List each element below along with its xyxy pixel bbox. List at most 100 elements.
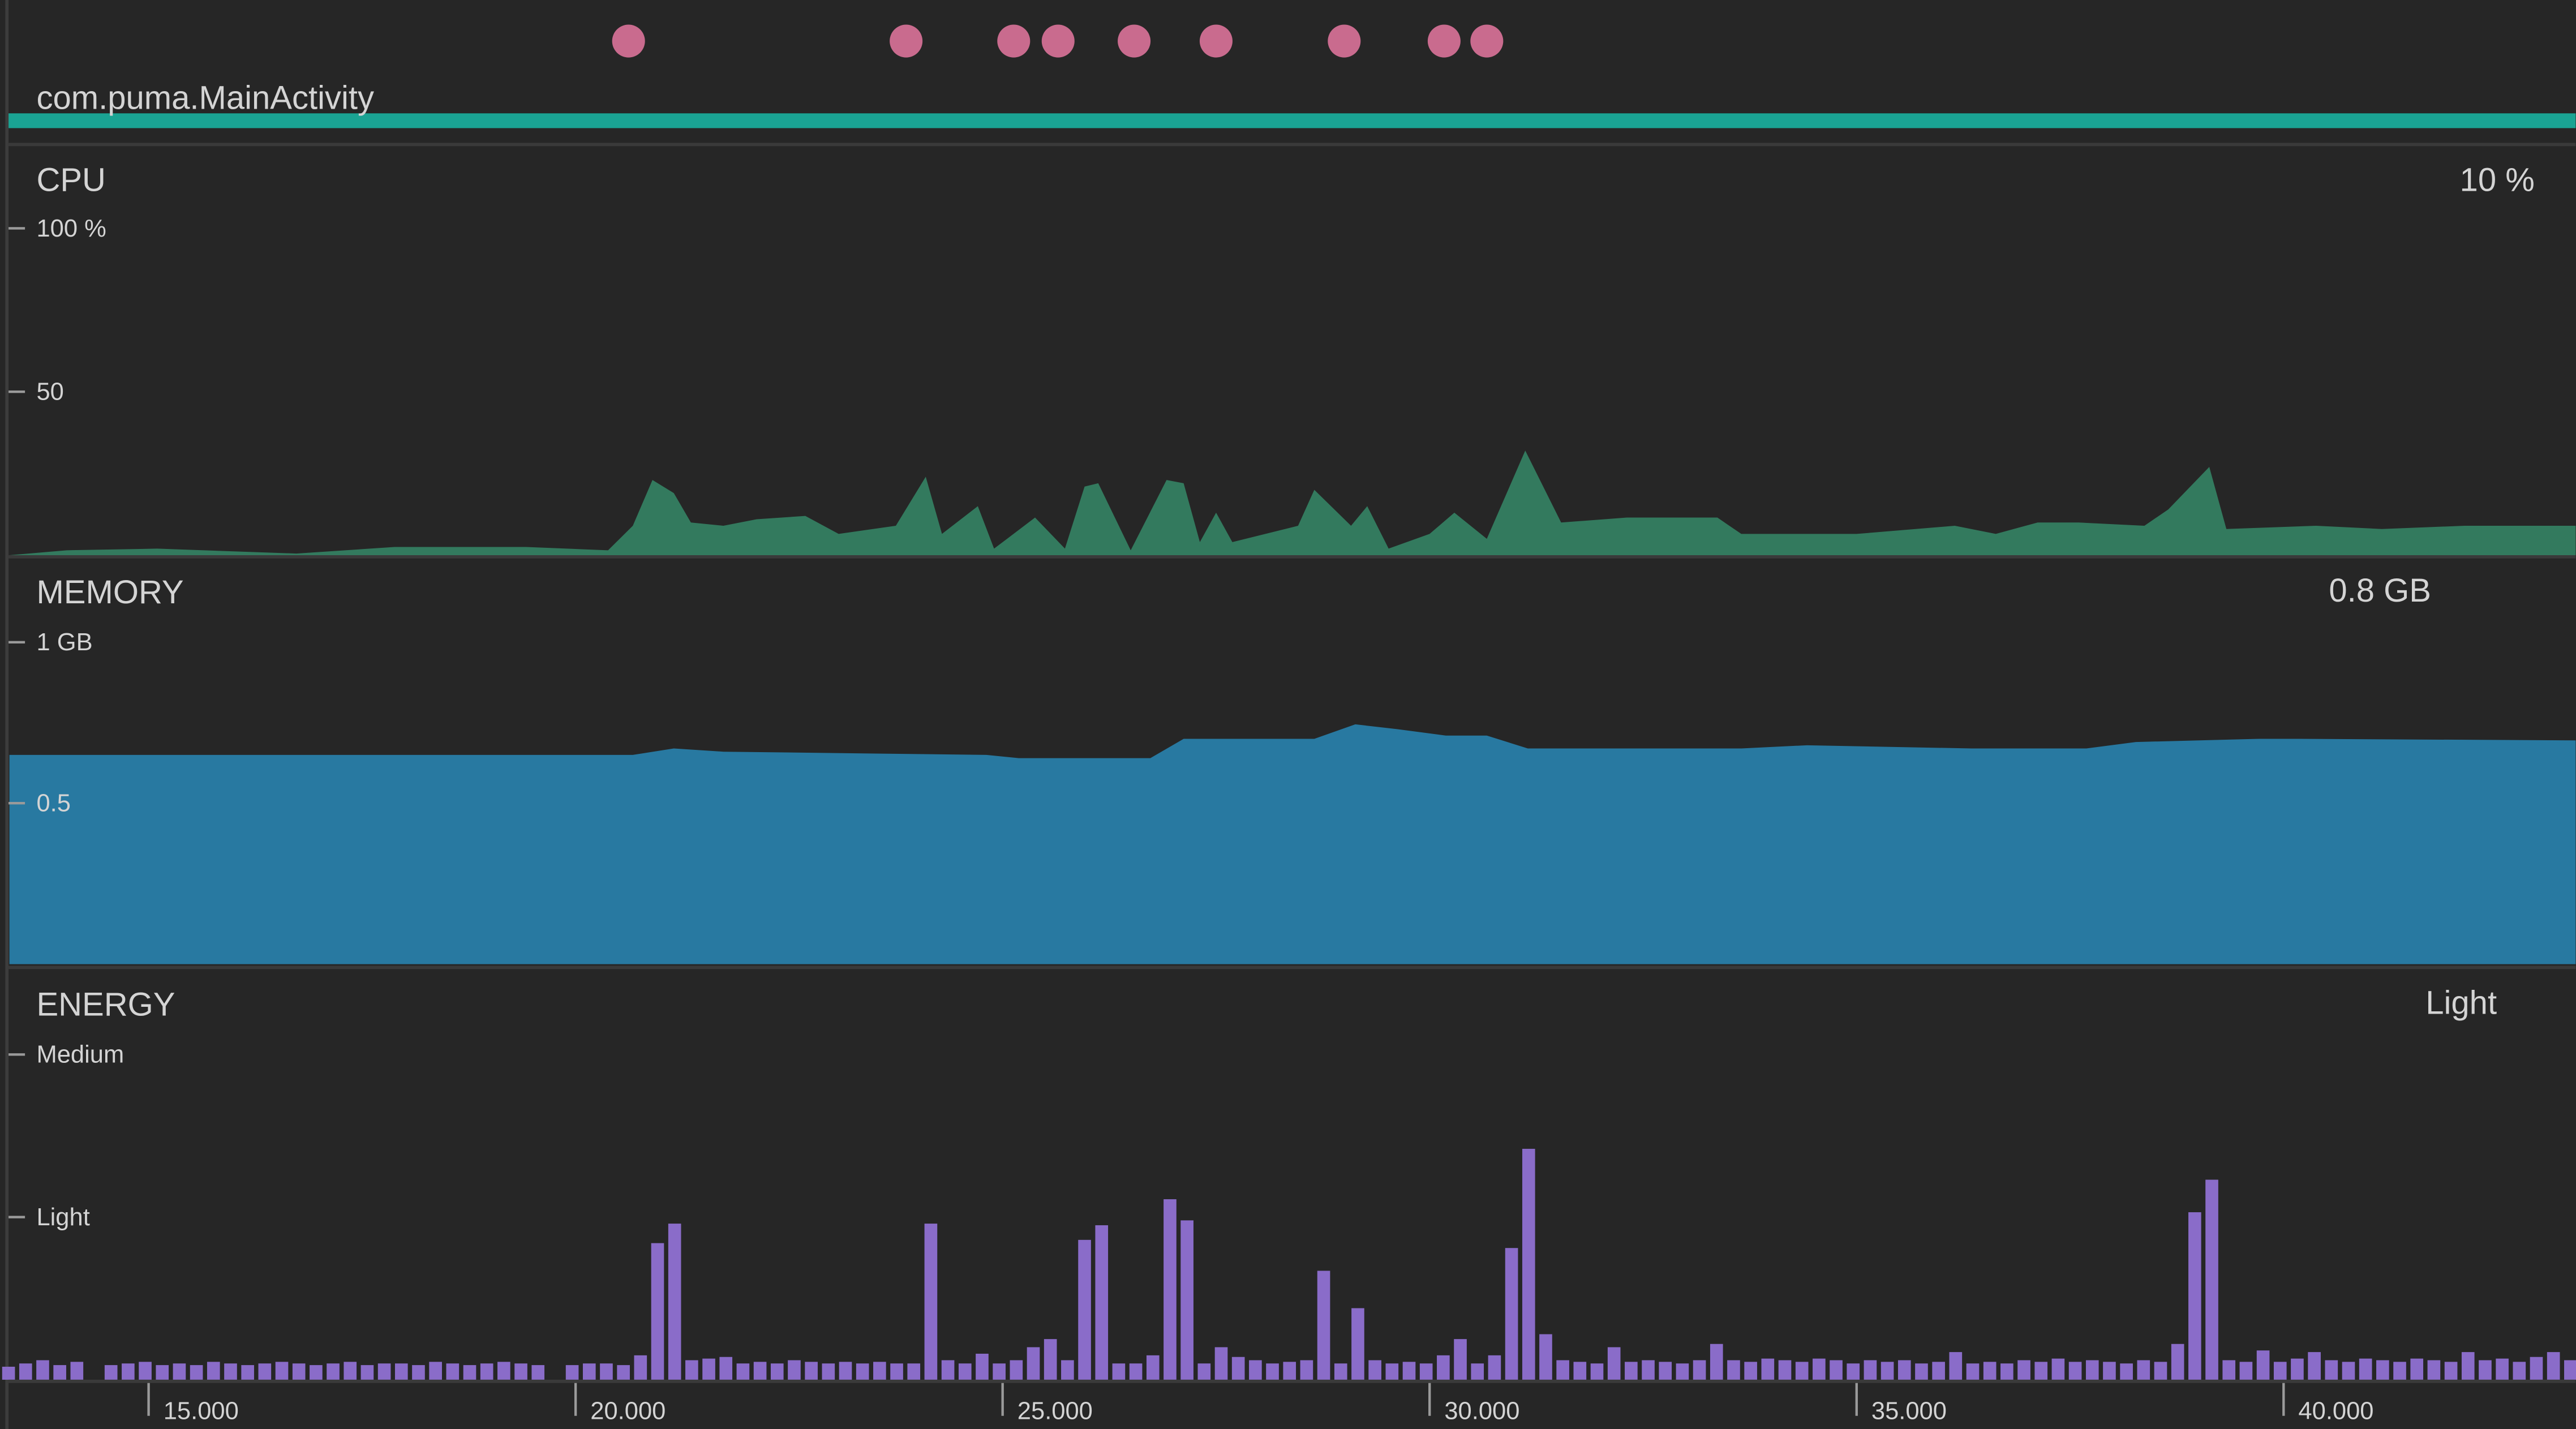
energy-bar [122,1363,135,1380]
energy-bar [2496,1358,2509,1380]
energy-bar [805,1362,818,1380]
energy-bar [70,1362,84,1380]
energy-bar [139,1362,152,1380]
energy-bar [1795,1362,1809,1380]
energy-bar [565,1365,579,1380]
energy-bar [19,1363,32,1380]
x-tick-label: 40.000 [2298,1397,2373,1424]
x-tick-label: 35.000 [1871,1397,1947,1424]
energy-bar [753,1362,767,1380]
energy-bar [446,1363,460,1380]
event-dot [1118,24,1151,58]
x-tick-label: 15.000 [164,1397,239,1424]
energy-bar [1966,1363,1980,1380]
energy-bar [2154,1362,2167,1380]
energy-bar [2291,1358,2304,1380]
activity-label: com.puma.MainActivity [36,79,374,116]
energy-bar [2068,1362,2082,1380]
energy-bar [2308,1352,2321,1380]
energy-bar [1454,1339,1467,1380]
event-dot [1328,24,1361,58]
energy-bar [1010,1360,1023,1380]
energy-bar [1556,1360,1569,1380]
energy-bar [360,1365,374,1380]
energy-bar [1522,1148,1535,1380]
energy-bar [1402,1362,1416,1380]
energy-bar [190,1365,203,1380]
energy-bar [1317,1271,1330,1380]
energy-bar [531,1365,545,1380]
energy-bar [976,1353,989,1380]
energy-bar [2000,1363,2013,1380]
energy-bar [2393,1362,2406,1380]
x-tick-label: 20.000 [590,1397,666,1424]
energy-bar [2222,1360,2236,1380]
cpu-current: 10 % [2460,161,2535,198]
energy-bar [207,1362,220,1380]
energy-bar [53,1365,66,1380]
energy-bar [2444,1362,2458,1380]
energy-bar [1830,1360,1843,1380]
energy-bar [1180,1220,1193,1380]
energy-bar [1419,1363,1433,1380]
cpu-title: CPU [36,161,106,198]
energy-bar [2564,1360,2576,1380]
y-tick-label: Medium [36,1041,124,1068]
energy-bar [2376,1360,2389,1380]
energy-bar [651,1243,664,1380]
energy-bar [993,1363,1006,1380]
energy-bar [1881,1362,1894,1380]
energy-bar [310,1365,323,1380]
energy-bar [1847,1363,1860,1380]
energy-bar [890,1363,903,1380]
energy-bar [1095,1225,1109,1380]
energy-bar [1351,1308,1364,1380]
energy-bar [156,1365,169,1380]
energy-bar [1437,1355,1450,1380]
energy-bar [1146,1355,1160,1380]
energy-bar [258,1363,272,1380]
event-dot [890,24,923,58]
energy-bar [2513,1362,2526,1380]
energy-bar [958,1363,972,1380]
energy-bar [1334,1363,1347,1380]
energy-bar [634,1355,647,1380]
energy-bar [1864,1360,1877,1380]
energy-title: ENERGY [36,986,175,1023]
energy-bar [1915,1363,1928,1380]
energy-bar [1283,1362,1296,1380]
energy-bar [1214,1347,1228,1380]
energy-bar [2205,1179,2218,1380]
energy-bar [412,1365,425,1380]
energy-bar [770,1363,784,1380]
energy-bar [1949,1352,1963,1380]
energy-bar [1027,1347,1040,1380]
energy-bar [788,1360,801,1380]
energy-bar [36,1360,49,1380]
energy-bar [275,1362,289,1380]
y-tick-label: 0.5 [36,790,71,817]
energy-bar [1249,1360,1262,1380]
y-tick-label: 100 % [36,215,106,242]
memory-current: 0.8 GB [2329,572,2431,609]
energy-bar [1761,1358,1775,1380]
energy-bar [429,1362,442,1380]
energy-bar [2530,1357,2543,1380]
energy-bar [2325,1360,2338,1380]
energy-bar [1197,1363,1211,1380]
energy-bar [2,1366,15,1380]
energy-bar [1625,1362,1638,1380]
energy-bar [1266,1363,1279,1380]
energy-bar [856,1363,869,1380]
energy-bar [1471,1363,1484,1380]
energy-bar [480,1363,493,1380]
energy-bar [2359,1358,2372,1380]
energy-bar [1659,1362,1672,1380]
energy-bar [600,1363,613,1380]
memory-title: MEMORY [36,574,183,611]
energy-bar [1607,1347,1621,1380]
energy-bar [702,1358,715,1380]
energy-bar [241,1365,254,1380]
energy-bar [2051,1358,2065,1380]
